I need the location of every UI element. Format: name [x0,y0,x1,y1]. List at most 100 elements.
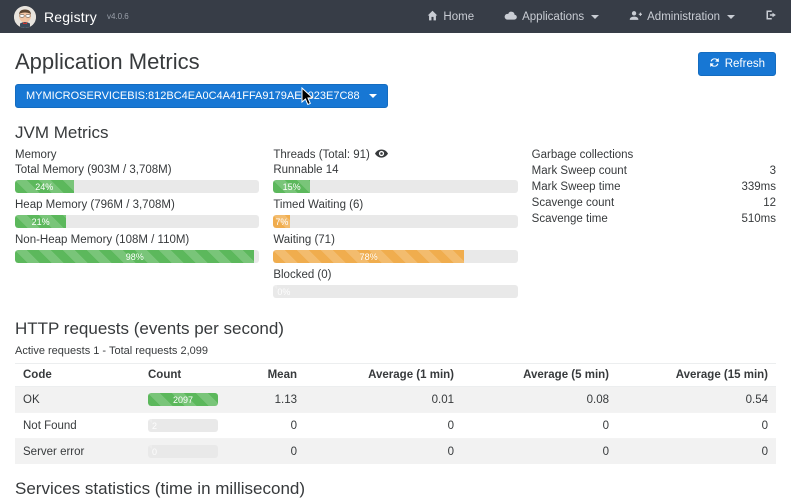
progress-value: 21% [32,217,50,227]
progress-value: 15% [283,182,301,192]
metric-total-memory: Total Memory (903M / 3,708M) 24% [15,164,259,193]
memory-title: Memory [15,149,259,161]
http-avg1: 0 [305,413,462,439]
progress-fill: 7% [273,215,290,228]
progress-track: 24% [15,180,259,193]
count-bar-value: 2 [152,421,157,431]
http-avg15: 0.54 [617,387,776,413]
gc-label: Mark Sweep count [532,163,627,179]
navbar: Registry v4.0.6 Home Applications [0,0,791,33]
gc-row: Scavenge time 510ms [532,211,776,227]
refresh-label: Refresh [725,58,765,70]
count-bar-value: 0 [152,447,157,457]
http-avg5: 0 [462,413,617,439]
gc-row: Scavenge count 12 [532,195,776,211]
cloud-icon [504,10,517,24]
sign-out-button[interactable] [765,9,777,24]
threads-title: Threads (Total: 91) [273,149,370,161]
progress-track: 78% [273,250,517,263]
progress-value: 98% [126,252,144,262]
http-avg5: 0 [462,439,617,465]
metric-label: Total Memory (903M / 3,708M) [15,164,259,176]
home-icon [427,10,438,24]
app-window: Registry v4.0.6 Home Applications [0,0,791,500]
sign-out-icon [765,9,777,24]
http-avg5: 0.08 [462,387,617,413]
services-statistics-heading: Services statistics (time in millisecond… [15,479,776,499]
col-header-count: Count [140,364,233,387]
progress-value: 78% [360,252,378,262]
col-header-mean: Mean [233,364,305,387]
count-bar-track: 2097 [148,393,218,406]
gc-label: Mark Sweep time [532,179,621,195]
http-avg1: 0.01 [305,387,462,413]
table-row: Server error 0 0 0 0 0 [15,439,776,465]
metric-waiting: Waiting (71) 78% [273,234,517,263]
col-header-avg15: Average (15 min) [617,364,776,387]
http-requests-subtitle: Active requests 1 - Total requests 2,099 [15,345,776,357]
count-bar-track: 2 [148,419,218,432]
chevron-down-icon [727,15,735,19]
count-bar-track: 0 [148,445,218,458]
http-table-header-row: Code Count Mean Average (1 min) Average … [15,364,776,387]
nav-item-home[interactable]: Home [427,10,474,24]
col-header-avg5: Average (5 min) [462,364,617,387]
http-avg15: 0 [617,439,776,465]
gc-value: 339ms [741,179,776,195]
nav-item-administration[interactable]: Administration [629,10,735,24]
progress-track: 21% [15,215,259,228]
jvm-metrics-heading: JVM Metrics [15,123,776,143]
progress-track: 7% [273,215,517,228]
brand-link[interactable]: Registry v4.0.6 [14,6,129,28]
metric-label: Timed Waiting (6) [273,199,517,211]
metric-label: Heap Memory (796M / 3,708M) [15,199,259,211]
http-mean: 0 [233,413,305,439]
gc-label: Scavenge count [532,195,614,211]
gc-value: 510ms [741,211,776,227]
count-bar-fill: 0 [148,445,152,458]
instance-selector-label: MYMICROSERVICEBIS:812BC4EA0C4A41FFA9179A… [26,90,360,102]
brand-title: Registry [44,9,97,25]
chevron-down-icon [369,94,377,98]
col-header-avg1: Average (1 min) [305,364,462,387]
metric-label: Non-Heap Memory (108M / 110M) [15,234,259,246]
count-bar-fill: 2 [148,419,152,432]
http-mean: 1.13 [233,387,305,413]
progress-fill: 24% [15,180,74,193]
user-plus-icon [629,10,642,24]
http-avg1: 0 [305,439,462,465]
gc-column: Garbage collections Mark Sweep count 3 M… [532,149,776,304]
gc-row: Mark Sweep time 339ms [532,179,776,195]
progress-fill: 98% [15,250,254,263]
gc-value: 12 [763,195,776,211]
brand-version: v4.0.6 [107,12,129,21]
threads-column: Threads (Total: 91) Runnable 14 15% Time… [273,149,517,304]
progress-fill: 78% [273,250,464,263]
progress-fill: 0% [273,285,277,298]
main-content: Application Metrics Refresh MYMICROSERVI… [0,49,791,500]
eye-icon[interactable] [375,149,388,161]
metric-blocked: Blocked (0) 0% [273,269,517,298]
nav-label-applications: Applications [522,11,584,23]
nav-item-applications[interactable]: Applications [504,10,599,24]
http-code: OK [15,387,140,413]
nav-label-home: Home [443,11,474,23]
progress-fill: 21% [15,215,66,228]
progress-value: 7% [275,217,288,227]
gc-label: Scavenge time [532,211,608,227]
memory-column: Memory Total Memory (903M / 3,708M) 24% … [15,149,259,304]
page-title: Application Metrics [15,49,200,75]
gc-value: 3 [770,163,776,179]
count-bar-value: 2097 [173,395,193,405]
metric-label: Waiting (71) [273,234,517,246]
http-requests-heading: HTTP requests (events per second) [15,319,776,339]
progress-track: 0% [273,285,517,298]
instance-selector-dropdown[interactable]: MYMICROSERVICEBIS:812BC4EA0C4A41FFA9179A… [15,84,388,108]
metric-label: Blocked (0) [273,269,517,281]
chevron-down-icon [591,15,599,19]
metric-nonheap-memory: Non-Heap Memory (108M / 110M) 98% [15,234,259,263]
http-mean: 0 [233,439,305,465]
refresh-button[interactable]: Refresh [698,52,776,76]
metric-runnable: Runnable 14 15% [273,164,517,193]
count-bar-fill: 2097 [148,393,218,406]
